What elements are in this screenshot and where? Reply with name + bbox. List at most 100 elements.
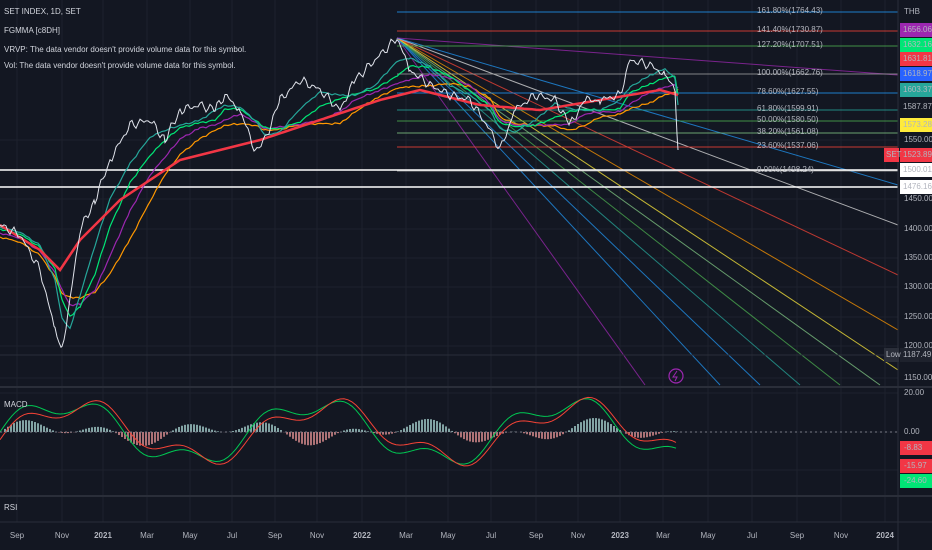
- macd-badge: [900, 474, 932, 488]
- macd-histogram: [37, 423, 39, 432]
- price-badge: [900, 67, 932, 81]
- price-badge-label: 1476.16: [903, 182, 932, 191]
- fan-line: [396, 37, 881, 386]
- macd-histogram: [478, 432, 480, 443]
- price-tick-label: 1250.00: [904, 312, 932, 321]
- macd-histogram: [454, 432, 456, 434]
- macd-histogram: [502, 432, 504, 434]
- fan-line: [396, 37, 801, 386]
- macd-histogram: [295, 432, 297, 441]
- macd-histogram: [79, 430, 81, 432]
- price-badge: [900, 52, 932, 66]
- macd-histogram: [451, 430, 453, 432]
- macd-histogram: [586, 419, 588, 432]
- macd-histogram: [28, 420, 30, 432]
- macd-histogram: [307, 432, 309, 446]
- fan-line: [396, 37, 899, 76]
- macd-histogram: [127, 432, 129, 441]
- macd-histogram: [391, 432, 393, 434]
- macd-histogram: [67, 432, 69, 434]
- macd-histogram: [355, 428, 357, 432]
- macd-histogram: [616, 428, 618, 432]
- macd-histogram: [46, 427, 48, 432]
- macd-histogram: [535, 432, 537, 438]
- macd-histogram: [541, 432, 543, 439]
- macd-histogram: [64, 432, 66, 434]
- macd-histogram: [385, 432, 387, 435]
- plot: [0, 11, 899, 467]
- macd-histogram: [598, 418, 600, 432]
- time-label: May: [700, 531, 715, 540]
- fib-label: 100.00%(1662.76): [757, 68, 823, 77]
- macd-histogram: [466, 432, 468, 441]
- macd-histogram: [31, 421, 33, 432]
- price-tick-label: 1300.00: [904, 282, 932, 291]
- macd-histogram: [13, 423, 15, 432]
- price-badge: [900, 23, 932, 37]
- macd-histogram: [112, 431, 114, 432]
- macd-histogram: [49, 429, 51, 432]
- macd-histogram: [172, 430, 174, 432]
- macd-histogram: [85, 428, 87, 432]
- macd-histogram: [277, 427, 279, 432]
- time-label: 2021: [94, 531, 112, 540]
- macd-histogram: [118, 432, 120, 436]
- fan-line: [396, 37, 899, 276]
- fib-label: 141.40%(1730.87): [757, 25, 823, 34]
- macd-histogram: [343, 430, 345, 432]
- macd-histogram: [373, 432, 375, 434]
- macd-histogram: [427, 418, 429, 432]
- time-label: Sep: [790, 531, 805, 540]
- event-icon[interactable]: [668, 368, 684, 384]
- macd-histogram: [139, 432, 141, 446]
- time-label: Sep: [529, 531, 544, 540]
- macd-histogram: [469, 432, 471, 442]
- macd-histogram: [151, 432, 153, 445]
- macd-histogram: [397, 431, 399, 432]
- macd-histogram: [544, 432, 546, 440]
- macd-histogram: [265, 422, 267, 432]
- time-label: Mar: [140, 531, 154, 540]
- macd-histogram: [43, 426, 45, 432]
- macd-histogram: [418, 420, 420, 432]
- macd-histogram: [103, 427, 105, 432]
- fan-line: [396, 37, 899, 226]
- macd-histogram: [115, 432, 117, 434]
- macd-histogram: [175, 428, 177, 432]
- macd-badge-label: -24.60: [904, 476, 927, 485]
- tag: [884, 148, 899, 162]
- macd-histogram: [352, 428, 354, 432]
- macd-histogram: [16, 421, 18, 432]
- macd-histogram: [298, 432, 300, 443]
- macd-histogram: [208, 428, 210, 432]
- macd-histogram: [331, 432, 333, 437]
- macd-histogram: [196, 424, 198, 432]
- macd-histogram: [286, 432, 288, 435]
- price-badge-label: 1500.01: [903, 165, 932, 174]
- macd-histogram: [487, 432, 489, 440]
- macd-badge: [900, 441, 932, 455]
- macd-histogram: [187, 424, 189, 432]
- moving-average: [0, 82, 679, 300]
- price-tick-label: 1350.00: [904, 253, 932, 262]
- macd-histogram: [88, 427, 90, 432]
- macd-histogram: [601, 419, 603, 432]
- indicator-label: FGMMA [c8DH]: [4, 26, 60, 35]
- time-label: 2024: [876, 531, 894, 540]
- macd-histogram: [400, 430, 402, 432]
- macd-histogram: [325, 432, 327, 441]
- macd-histogram: [613, 426, 615, 432]
- macd-histogram: [316, 432, 318, 445]
- macd-histogram: [571, 428, 573, 432]
- macd-histogram: [556, 432, 558, 438]
- macd-histogram: [532, 432, 534, 437]
- macd-histogram: [574, 426, 576, 432]
- macd-histogram: [538, 432, 540, 439]
- macd-badge-label: -15.97: [904, 461, 927, 470]
- time-label: 2023: [611, 531, 629, 540]
- macd-histogram: [448, 428, 450, 432]
- macd-histogram: [124, 432, 126, 439]
- macd-histogram: [94, 426, 96, 432]
- macd-histogram: [259, 422, 261, 432]
